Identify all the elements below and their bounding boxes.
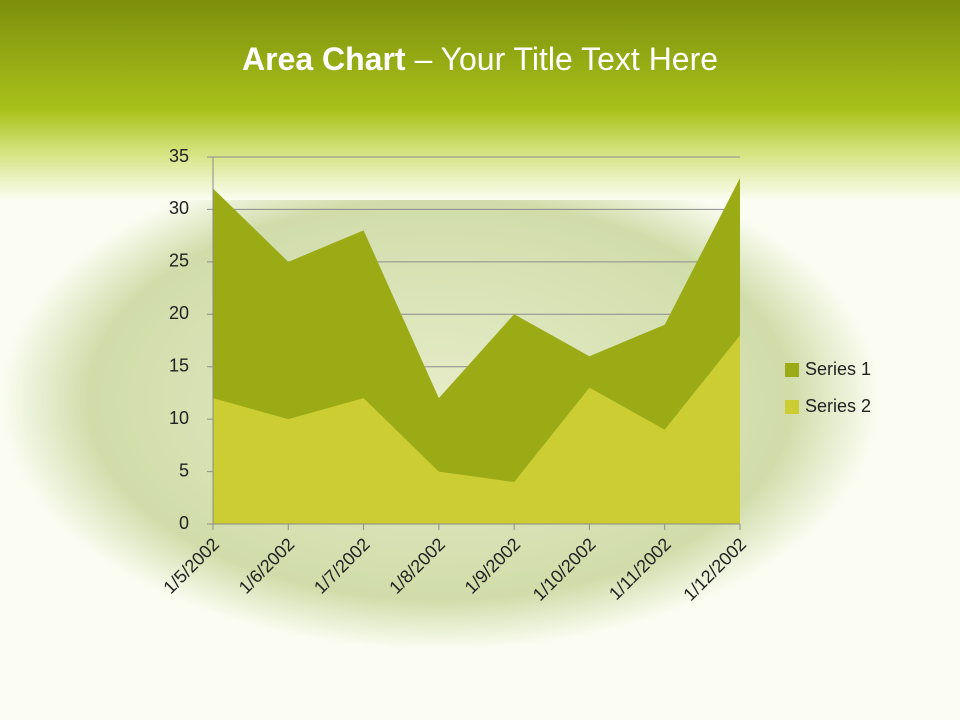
y-tick-label: 30	[169, 198, 189, 218]
y-tick-label: 5	[179, 460, 189, 480]
y-tick-label: 15	[169, 355, 189, 375]
legend-swatch	[785, 400, 799, 414]
y-tick-label: 20	[169, 303, 189, 323]
y-tick-label: 0	[179, 513, 189, 533]
y-tick-label: 35	[169, 146, 189, 166]
title-rest: – Your Title Text Here	[406, 41, 718, 77]
area	[213, 335, 740, 524]
legend-swatch	[785, 363, 799, 377]
legend-label: Series 1	[805, 359, 871, 379]
header-band	[0, 0, 960, 200]
title-bold: Area Chart	[242, 41, 406, 77]
y-tick-label: 10	[169, 408, 189, 428]
legend-label: Series 2	[805, 396, 871, 416]
y-tick-label: 25	[169, 251, 189, 271]
slide-title: Area Chart – Your Title Text Here	[242, 41, 718, 77]
